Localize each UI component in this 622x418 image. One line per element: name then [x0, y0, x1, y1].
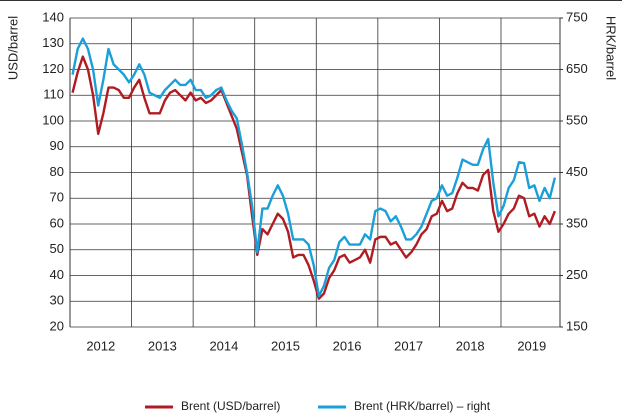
y2-tick-label: 750 [566, 9, 588, 24]
y-tick-label: 70 [50, 190, 64, 205]
y-tick-label: 130 [42, 35, 64, 50]
y-tick-label: 50 [50, 241, 64, 256]
x-tick-label: 2016 [333, 338, 362, 353]
series-line [71, 55, 556, 300]
y-tick-label: 60 [50, 215, 64, 230]
y-tick-label: 100 [42, 112, 64, 127]
y2-tick-label: 650 [566, 61, 588, 76]
legend-label: Brent (USD/barrel) [181, 399, 280, 413]
y2-tick-label: 350 [566, 215, 588, 230]
x-tick-label: 2017 [394, 338, 423, 353]
y2-tick-label: 450 [566, 164, 588, 179]
series-line [71, 37, 557, 298]
y-tick-label: 90 [50, 138, 64, 153]
y-tick-label: 140 [42, 9, 64, 24]
y-tick-label: 110 [43, 87, 64, 102]
x-tick-label: 2018 [456, 338, 485, 353]
y-tick-label: 120 [42, 61, 64, 76]
x-tick-label: 2012 [86, 338, 115, 353]
legend-label: Brent (HRK/barrel) – right [354, 399, 491, 413]
y2-axis-label: HRK/barrel [604, 16, 619, 80]
x-tick-label: 2013 [148, 338, 177, 353]
y-axis-label: USD/barrel [5, 16, 20, 80]
y-tick-label: 40 [50, 267, 64, 282]
y-tick-label: 20 [50, 318, 64, 333]
y2-tick-label: 250 [566, 267, 588, 282]
x-tick-label: 2019 [517, 338, 546, 353]
y-tick-label: 80 [50, 164, 64, 179]
y-tick-label: 30 [50, 293, 64, 308]
x-tick-label: 2014 [209, 338, 238, 353]
y2-tick-label: 550 [566, 112, 588, 127]
y2-tick-label: 150 [566, 318, 588, 333]
x-tick-label: 2015 [271, 338, 300, 353]
